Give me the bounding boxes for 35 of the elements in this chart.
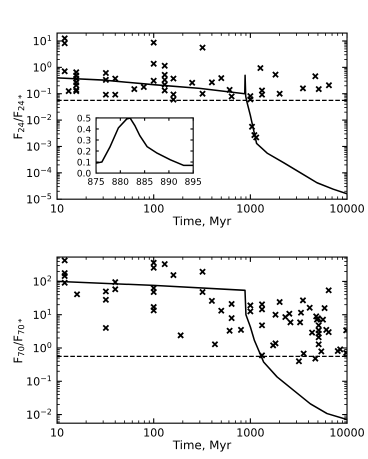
y-tick-label: 0.2 [77, 148, 90, 155]
x-tick-label: 10000 [330, 428, 364, 437]
x-tick-label: 895 [185, 178, 202, 185]
y-tick-label: 10$^{−5}$ [27, 193, 52, 204]
x-tick-label: 1000 [237, 204, 264, 213]
x-tick-label: 10 [51, 204, 64, 213]
y-tick-label: 10$^{−1}$ [27, 88, 52, 98]
y-tick-label: 10$^{2}$ [34, 276, 52, 286]
x-axis-title: Time, Myr [172, 440, 232, 452]
y-tick-label: 10$^{0}$ [34, 342, 52, 352]
y-tick-label: 10$^{−1}$ [27, 375, 52, 386]
y-tick-label: 10$^{0}$ [34, 61, 52, 72]
x-tick-label: 885 [136, 178, 152, 185]
x-tick-label: 875 [88, 178, 104, 185]
y-axis-title: F$_{70}$/F$_{70*}$ [14, 318, 24, 362]
y-tick-label: 0.0 [77, 170, 91, 177]
y-tick-label: 0.1 [77, 158, 90, 166]
y-tick-label: 10$^{−4}$ [27, 167, 52, 178]
y-tick-label: 10$^{−3}$ [27, 140, 52, 151]
y-tick-label: 10$^{1}$ [34, 308, 52, 320]
x-tick-label: 100 [144, 204, 164, 213]
x-tick-label: 100 [144, 428, 164, 437]
y-tick-label: 0.3 [77, 136, 90, 144]
y-tick-label: 10$^{−2}$ [27, 408, 51, 419]
y-tick-label: 0.4 [77, 126, 91, 133]
y-axis-title: F$_{24}$/F$_{24*}$ [14, 94, 24, 138]
x-tick-label: 10000 [330, 204, 364, 213]
x-tick-label: 880 [112, 178, 128, 185]
y-tick-label: 10$^{−2}$ [27, 114, 51, 124]
x-axis-title: Time, Myr [172, 216, 232, 228]
x-tick-label: 890 [160, 178, 177, 185]
x-tick-label: 1000 [237, 428, 264, 437]
y-tick-label: 0.5 [77, 114, 90, 122]
x-tick-label: 10 [51, 428, 64, 437]
y-tick-label: 10$^{1}$ [34, 35, 52, 46]
